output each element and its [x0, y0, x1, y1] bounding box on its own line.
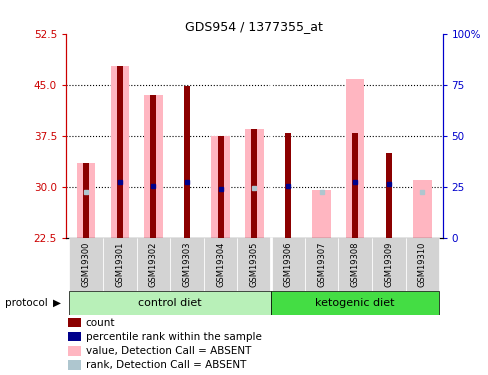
Bar	[83, 163, 89, 238]
Bar	[217, 136, 223, 238]
Text: GSM19300: GSM19300	[81, 242, 90, 287]
Bar	[351, 132, 357, 238]
Text: count: count	[85, 318, 115, 327]
Bar	[244, 129, 263, 238]
Bar	[345, 80, 364, 238]
Text: GSM19304: GSM19304	[216, 242, 224, 287]
Bar	[211, 136, 229, 238]
Text: GSM19309: GSM19309	[384, 242, 392, 287]
Text: GSM19306: GSM19306	[283, 242, 292, 287]
Bar	[69, 291, 270, 315]
Text: control diet: control diet	[138, 298, 202, 308]
Text: rank, Detection Call = ABSENT: rank, Detection Call = ABSENT	[85, 360, 245, 370]
Bar	[338, 238, 371, 291]
Bar	[136, 238, 170, 291]
Bar	[170, 238, 203, 291]
Text: GSM19303: GSM19303	[182, 242, 191, 287]
Bar	[103, 238, 136, 291]
Bar	[312, 190, 330, 238]
Text: GSM19301: GSM19301	[115, 242, 124, 287]
Bar	[270, 291, 438, 315]
Bar	[77, 163, 95, 238]
Text: ketogenic diet: ketogenic diet	[315, 298, 394, 308]
Bar	[251, 129, 257, 238]
Text: percentile rank within the sample: percentile rank within the sample	[85, 332, 261, 342]
Title: GDS954 / 1377355_at: GDS954 / 1377355_at	[185, 20, 323, 33]
Bar	[237, 238, 270, 291]
Bar	[405, 238, 438, 291]
Bar	[203, 238, 237, 291]
Bar	[285, 132, 290, 238]
Bar	[117, 66, 122, 238]
Text: ▶: ▶	[53, 298, 61, 308]
Bar	[69, 238, 103, 291]
Bar	[371, 238, 405, 291]
Bar	[385, 153, 391, 238]
Text: protocol: protocol	[5, 298, 47, 308]
Text: GSM19308: GSM19308	[350, 242, 359, 287]
Text: value, Detection Call = ABSENT: value, Detection Call = ABSENT	[85, 346, 250, 356]
Bar	[304, 238, 338, 291]
Bar	[183, 86, 190, 238]
Bar	[150, 95, 156, 238]
Bar	[270, 238, 304, 291]
Bar	[412, 180, 431, 238]
Bar	[110, 66, 129, 238]
Text: GSM19310: GSM19310	[417, 242, 426, 287]
Bar	[144, 95, 163, 238]
Text: GSM19305: GSM19305	[249, 242, 258, 287]
Text: GSM19302: GSM19302	[149, 242, 158, 287]
Text: GSM19307: GSM19307	[316, 242, 325, 287]
